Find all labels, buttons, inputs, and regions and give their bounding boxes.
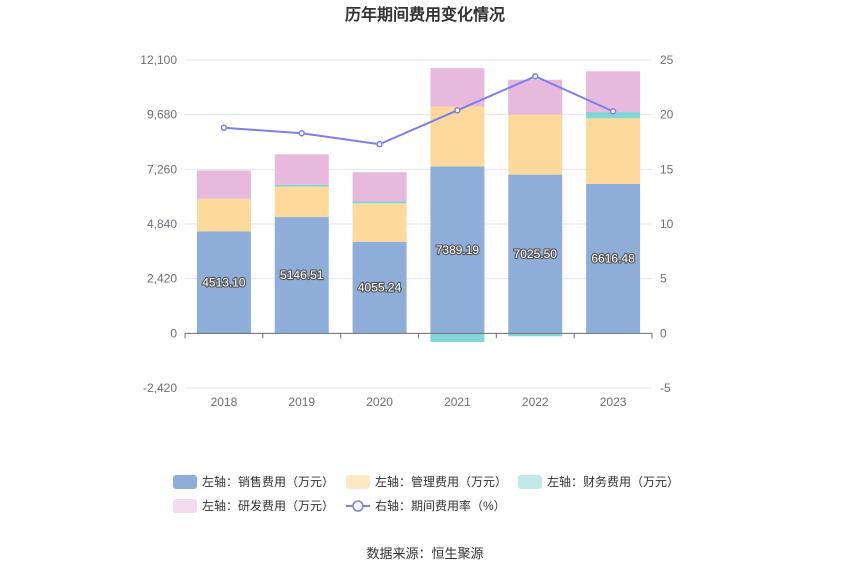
x-axis-labels: 2018 2019 2020 2021 2022 2023 bbox=[211, 395, 627, 409]
bar-2023-series-0 bbox=[586, 183, 641, 334]
bar-2022-series-3 bbox=[508, 79, 563, 115]
legend-swatch bbox=[173, 475, 197, 489]
rate-point-2020 bbox=[376, 140, 383, 148]
x-tick-label: 2023 bbox=[600, 395, 627, 409]
right-tick-label: 15 bbox=[660, 162, 674, 176]
x-axis bbox=[184, 332, 653, 339]
rate-line-path bbox=[223, 75, 614, 146]
bar-2021-series-1 bbox=[430, 106, 485, 167]
bar-2018-series-0 bbox=[196, 231, 251, 334]
left-tick-label: 0 bbox=[170, 326, 177, 340]
bar-labels: 4513.10 5146.51 4055.24 7389.19 7025.50 6616.… bbox=[201, 242, 636, 296]
sales-value-label: 6616.48 bbox=[591, 252, 635, 266]
bar-2022-series-2 bbox=[508, 333, 563, 337]
bar-2020-series-2 bbox=[352, 201, 407, 204]
left-tick-label: 9,680 bbox=[147, 108, 177, 122]
x-tick-label: 2020 bbox=[366, 395, 393, 409]
legend-label: 右轴：期间费用率（%） bbox=[375, 498, 506, 513]
legend-marker-swatch bbox=[352, 500, 364, 512]
bar-2023-series-1 bbox=[586, 118, 641, 184]
rate-point-2021 bbox=[454, 107, 461, 114]
bar-2020-series-0 bbox=[352, 241, 407, 334]
rate-point-2018 bbox=[220, 124, 228, 132]
sales-value-label: 7025.50 bbox=[514, 247, 558, 261]
bar-2023-series-2 bbox=[586, 112, 641, 119]
legend-label: 左轴：管理费用（万元） bbox=[375, 474, 507, 489]
left-tick-label: 2,420 bbox=[147, 272, 177, 286]
x-tick-label: 2018 bbox=[211, 395, 238, 409]
chart-title: 历年期间费用变化情况 bbox=[345, 5, 505, 24]
bar-2021-series-3 bbox=[430, 68, 485, 107]
left-tick-label: 4,840 bbox=[147, 217, 177, 231]
bar-2018-series-3 bbox=[196, 170, 251, 199]
bar-2019-series-3 bbox=[274, 154, 329, 185]
left-axis-ticks: 12,100 9,680 7,260 4,840 2,420 0 -2,420 bbox=[140, 53, 177, 395]
right-axis-ticks: 25 20 15 10 5 0 -5 bbox=[660, 53, 674, 395]
x-tick-label: 2022 bbox=[522, 395, 549, 409]
legend-swatch bbox=[518, 475, 542, 489]
rate-point-2022 bbox=[532, 73, 539, 80]
grid bbox=[185, 59, 652, 389]
bar-2021-series-2 bbox=[430, 333, 485, 342]
sales-value-label: 5146.51 bbox=[280, 268, 324, 282]
bar-2020-series-3 bbox=[352, 172, 407, 202]
bar-2022-series-0 bbox=[508, 174, 563, 334]
legend-swatch bbox=[173, 499, 197, 513]
legend-swatch bbox=[346, 475, 370, 489]
rate-point-2023 bbox=[609, 108, 617, 115]
legend-item-3[interactable]: 左轴：研发费用（万元） bbox=[173, 498, 334, 513]
bar-2019-series-1 bbox=[274, 186, 329, 218]
left-tick-label: -2,420 bbox=[143, 381, 177, 395]
sales-value-label: 4513.10 bbox=[202, 275, 246, 289]
right-tick-label: 25 bbox=[660, 53, 674, 67]
left-tick-label: 12,100 bbox=[140, 53, 177, 67]
right-tick-label: 0 bbox=[660, 326, 667, 340]
rate-line bbox=[220, 73, 617, 148]
right-tick-label: 20 bbox=[660, 108, 674, 122]
legend-item-1[interactable]: 左轴：管理费用（万元） bbox=[346, 474, 507, 489]
legend-item-0[interactable]: 左轴：销售费用（万元） bbox=[173, 474, 334, 489]
bar-2019-series-0 bbox=[274, 217, 329, 334]
legend-item-2[interactable]: 左轴：财务费用（万元） bbox=[518, 474, 679, 489]
legend-label: 左轴：销售费用（万元） bbox=[202, 474, 334, 489]
bar-2020-series-1 bbox=[352, 203, 407, 242]
legend-item-4[interactable]: 右轴：期间费用率（%） bbox=[346, 498, 506, 513]
legend[interactable]: 左轴：销售费用（万元） 左轴：管理费用（万元） 左轴：财务费用（万元） 左轴：研发费用… bbox=[173, 474, 679, 513]
bars bbox=[196, 68, 641, 342]
source-note: 数据来源：恒生聚源 bbox=[366, 546, 483, 561]
right-tick-label: -5 bbox=[660, 381, 671, 395]
legend-label: 左轴：财务费用（万元） bbox=[547, 474, 679, 489]
bar-2023-series-3 bbox=[586, 71, 641, 113]
legend-label: 左轴：研发费用（万元） bbox=[202, 498, 334, 513]
rate-point-2019 bbox=[298, 130, 305, 137]
bar-2021-series-0 bbox=[430, 166, 485, 334]
right-tick-label: 5 bbox=[660, 272, 667, 286]
x-tick-label: 2021 bbox=[444, 395, 471, 409]
left-tick-label: 7,260 bbox=[147, 162, 177, 176]
x-tick-label: 2019 bbox=[288, 395, 315, 409]
bar-2019-series-2 bbox=[274, 184, 329, 187]
right-tick-label: 10 bbox=[660, 217, 674, 231]
bar-2018-series-1 bbox=[196, 198, 251, 232]
sales-value-label: 4055.24 bbox=[358, 281, 402, 295]
bar-2022-series-1 bbox=[508, 114, 563, 175]
sales-value-label: 7389.19 bbox=[436, 243, 480, 257]
